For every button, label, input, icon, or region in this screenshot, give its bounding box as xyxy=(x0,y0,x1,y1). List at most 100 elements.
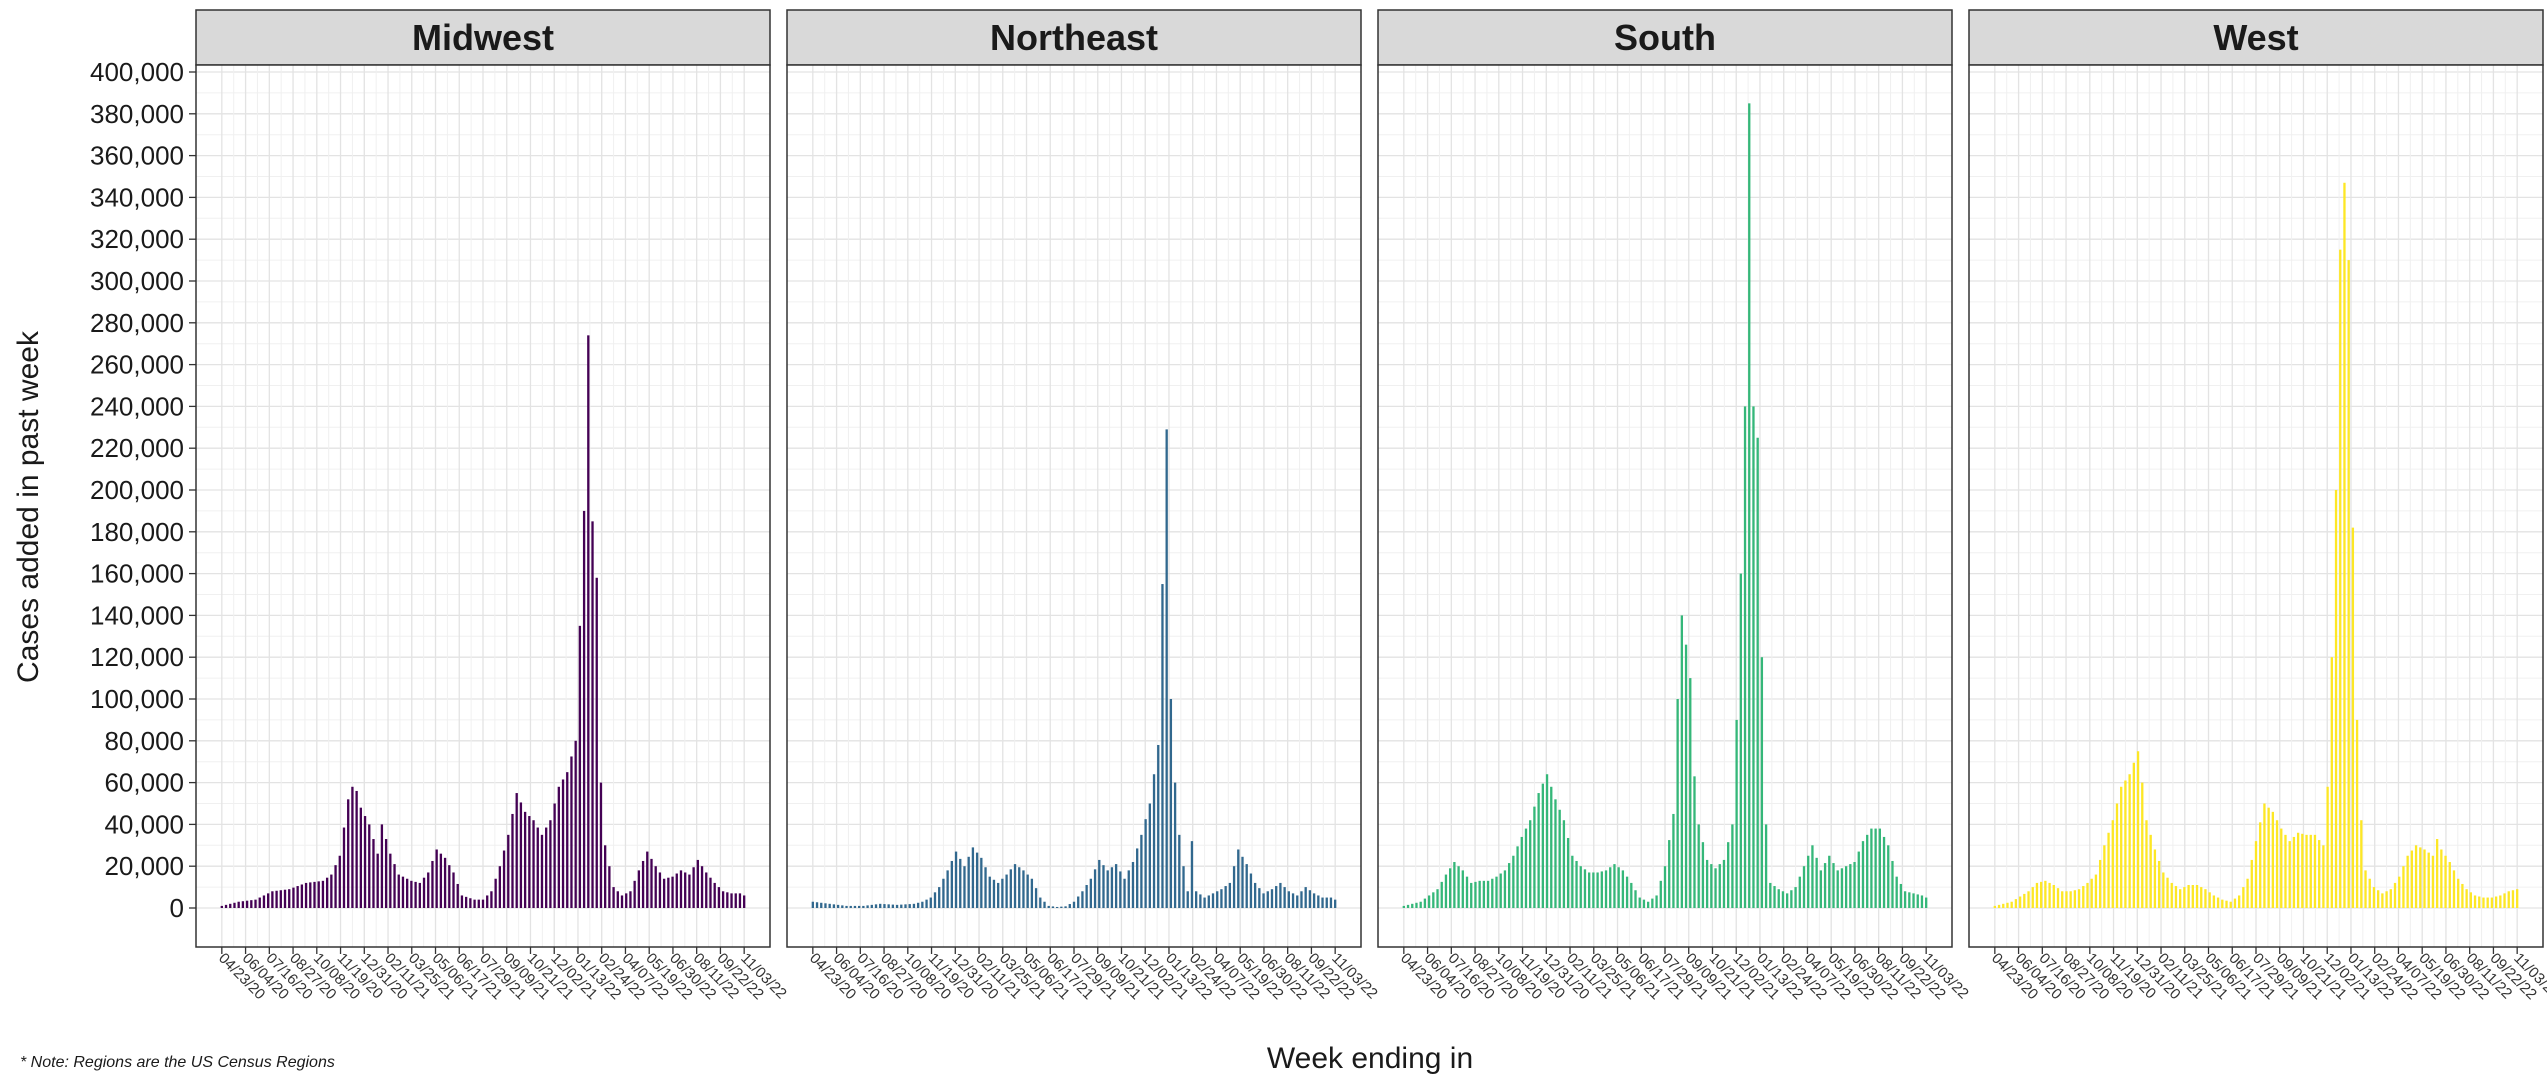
bar xyxy=(1727,842,1730,908)
bar xyxy=(1993,905,1996,908)
y-tick-label: 300,000 xyxy=(90,266,184,296)
bar xyxy=(2448,862,2451,908)
bar xyxy=(1051,906,1055,908)
bar xyxy=(1182,866,1185,908)
bar xyxy=(2132,762,2135,908)
bar xyxy=(1199,894,1202,908)
y-tick-label: 260,000 xyxy=(90,350,184,380)
bar xyxy=(1453,862,1456,908)
bar xyxy=(1258,888,1261,908)
bar xyxy=(587,335,590,909)
bar xyxy=(2006,902,2009,908)
y-axis: 0 20,000 40,000 60,000 80,000 100,000 120,000 1… xyxy=(90,57,196,923)
bar xyxy=(267,893,270,908)
bar xyxy=(1043,901,1046,908)
bar xyxy=(1895,876,1898,908)
bar xyxy=(713,882,716,908)
bar xyxy=(1026,874,1029,908)
bar xyxy=(1482,880,1486,908)
bar xyxy=(2174,886,2178,908)
bar xyxy=(1794,887,1797,908)
bar xyxy=(912,903,916,908)
panel-title: West xyxy=(2213,17,2298,58)
bar xyxy=(553,803,556,908)
bar xyxy=(1529,820,1532,908)
bar xyxy=(406,878,409,908)
bar xyxy=(254,899,257,908)
bar xyxy=(473,899,476,908)
bar xyxy=(578,625,582,908)
bar xyxy=(2431,855,2435,908)
bar xyxy=(2040,881,2043,908)
bar xyxy=(1009,869,1012,908)
bar xyxy=(1663,866,1667,908)
bar xyxy=(1068,904,1071,908)
bar xyxy=(1646,901,1650,908)
bar xyxy=(338,855,341,908)
bar xyxy=(1287,891,1290,908)
bar xyxy=(1478,880,1481,908)
bar xyxy=(1583,869,1587,908)
bar xyxy=(490,891,493,908)
bar xyxy=(1887,845,1890,908)
bar xyxy=(1545,774,1549,908)
bar xyxy=(515,793,518,908)
bar xyxy=(494,878,497,908)
bar xyxy=(1588,872,1591,908)
bar xyxy=(662,878,666,908)
bar xyxy=(1638,897,1641,908)
bar xyxy=(2010,901,2013,908)
bar xyxy=(2360,820,2363,908)
bar xyxy=(633,880,636,908)
bar xyxy=(1444,874,1448,908)
bar xyxy=(1013,864,1017,908)
bar xyxy=(1676,699,1679,908)
bar xyxy=(992,879,996,908)
bar xyxy=(832,904,836,908)
bar xyxy=(1912,893,1915,908)
bar xyxy=(734,893,737,908)
bar xyxy=(1798,876,1801,908)
bar xyxy=(347,799,350,908)
bar xyxy=(1432,892,1435,908)
panel-west: West04/23/2006/04/2007/16/2008/27/2010/0… xyxy=(1968,9,2547,1003)
bar xyxy=(879,903,882,908)
bar xyxy=(658,872,662,908)
bar xyxy=(2305,834,2308,908)
bar xyxy=(2490,897,2494,908)
bar xyxy=(849,905,852,908)
bar xyxy=(288,889,291,908)
bar xyxy=(1245,864,1248,908)
bar xyxy=(641,860,645,908)
bar xyxy=(317,881,320,908)
bar xyxy=(743,895,746,908)
bar xyxy=(2065,891,2068,908)
bar xyxy=(1491,878,1494,908)
bar xyxy=(717,887,721,908)
bar xyxy=(1861,841,1865,908)
bar xyxy=(1207,895,1210,908)
bar xyxy=(1823,863,1827,908)
panel-strip xyxy=(195,9,771,66)
panel-title: Midwest xyxy=(412,17,554,58)
bar xyxy=(1465,876,1469,908)
bar xyxy=(1055,906,1059,908)
bar xyxy=(2381,893,2384,908)
bar xyxy=(2419,847,2422,908)
y-tick-label: 280,000 xyxy=(90,308,184,338)
panel-northeast: Northeast04/23/2006/04/2007/16/2008/27/2… xyxy=(786,9,1381,1003)
bar xyxy=(1870,828,1873,908)
bar xyxy=(1891,860,1894,908)
bar xyxy=(1693,776,1696,908)
bar xyxy=(984,867,987,908)
bar xyxy=(532,820,535,908)
bar xyxy=(1621,870,1625,908)
bar xyxy=(1541,783,1544,908)
bar xyxy=(1832,863,1835,908)
y-axis-title: Cases added in past week xyxy=(12,330,45,683)
bar xyxy=(460,895,464,908)
bar xyxy=(1592,872,1595,908)
bar xyxy=(1144,819,1147,908)
bar xyxy=(2377,890,2380,908)
bar xyxy=(1018,867,1021,908)
